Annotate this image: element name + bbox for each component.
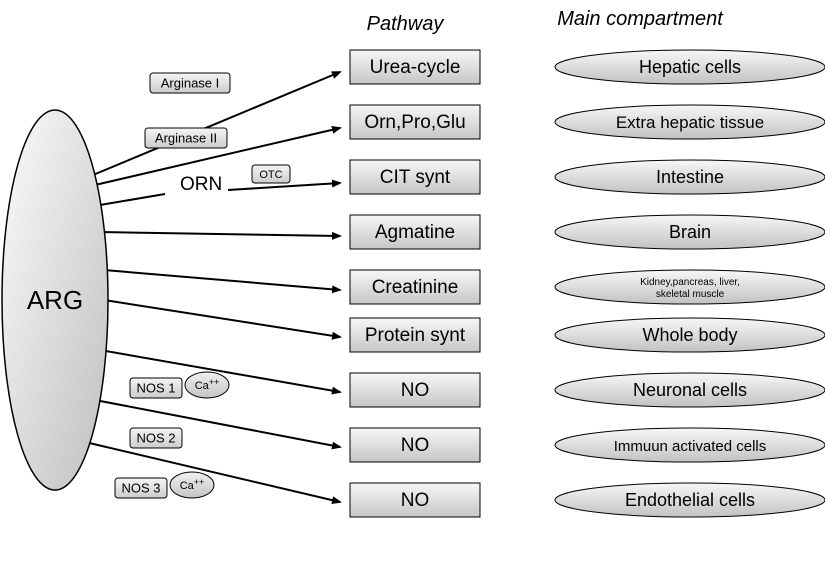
compartment-label: skeletal muscle (656, 289, 725, 300)
diagram-canvas: Pathway Main compartment ARG ORN Urea-cy… (0, 0, 825, 575)
arrow (228, 183, 340, 190)
compartment-label: Immuun activated cells (614, 438, 767, 455)
pathway-label: Agmatine (375, 222, 455, 243)
arrow (104, 270, 340, 290)
arrow (100, 232, 340, 236)
header-compartment: Main compartment (557, 8, 724, 30)
source-node: ARG (2, 110, 108, 490)
enzyme-label: OTC (259, 169, 282, 181)
arrow (100, 194, 165, 205)
pathway-label: Protein synt (365, 325, 466, 346)
pathway-label: Creatinine (372, 277, 459, 298)
pathway-label: Orn,Pro,Glu (364, 112, 465, 133)
enzyme-label: Arginase I (161, 76, 220, 91)
arrow (104, 300, 340, 337)
enzyme-label: Arginase II (155, 131, 217, 146)
header-pathway: Pathway (367, 13, 445, 35)
compartment-label: Brain (669, 222, 711, 242)
enzyme-label: NOS 1 (136, 381, 175, 396)
pathway-label: CIT synt (380, 167, 451, 188)
compartment-label: Kidney,pancreas, liver, (640, 277, 740, 288)
compartment-label: Neuronal cells (633, 380, 747, 400)
pathway-label: Urea-cycle (370, 57, 461, 78)
compartment-label: Endothelial cells (625, 490, 755, 510)
pathway-label: NO (401, 380, 430, 401)
enzymes-group: Arginase IArginase IIOTCNOS 1Ca++NOS 2NO… (115, 73, 290, 498)
enzyme-label: NOS 3 (121, 481, 160, 496)
enzyme-label: NOS 2 (136, 431, 175, 446)
orn-label: ORN (180, 174, 222, 195)
compartment-label: Extra hepatic tissue (616, 113, 764, 132)
pathway-label: NO (401, 435, 430, 456)
pathway-label: NO (401, 490, 430, 511)
compartment-label: Intestine (656, 167, 724, 187)
compartment-label: Whole body (642, 325, 737, 345)
rows-group: Urea-cycle Hepatic cells Orn,Pro,Glu Extra … (350, 50, 825, 517)
source-label: ARG (27, 285, 83, 315)
compartment-label: Hepatic cells (639, 57, 741, 77)
